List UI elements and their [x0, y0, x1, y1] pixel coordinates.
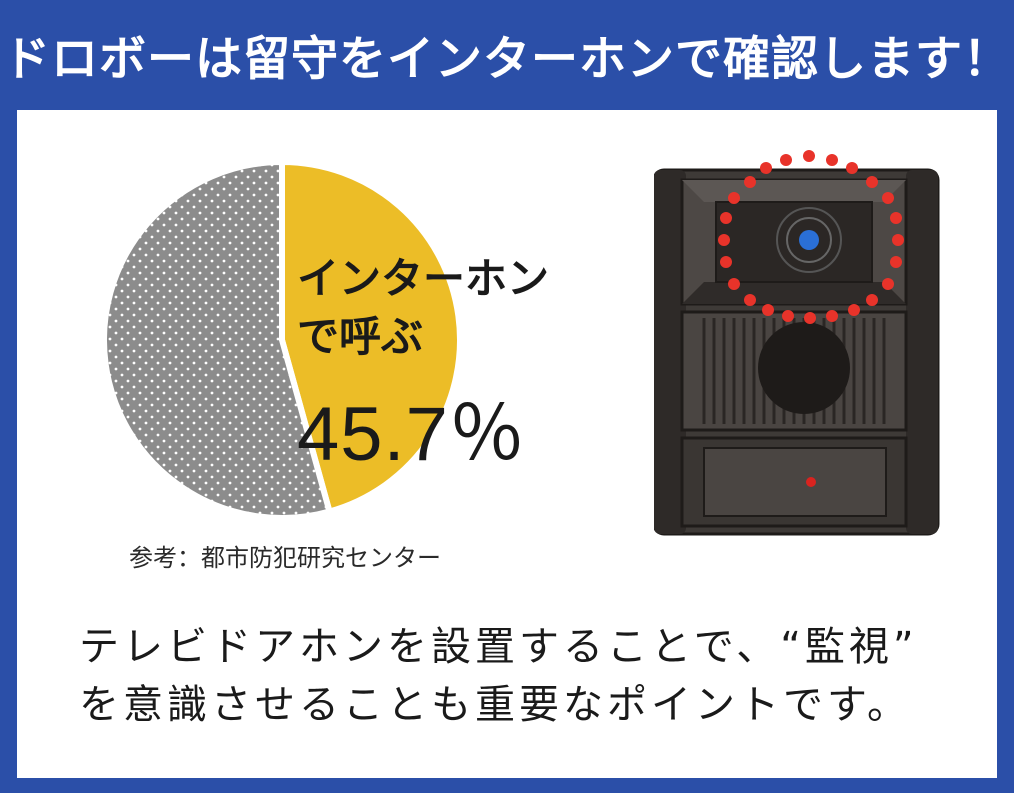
- source-note: 参考：都市防犯研究センター: [129, 544, 441, 572]
- content-panel: インターホン で呼ぶ 45.7％ 参考：都市防犯研究センター: [17, 110, 997, 778]
- call-button-led: [806, 477, 816, 487]
- pie-label-line1: インターホン: [297, 254, 550, 303]
- caption: テレビドアホンを設置することで、“監視” を意識させることも重要なポイントです。: [79, 618, 979, 734]
- call-button: [703, 447, 887, 517]
- pie-label-line2: で呼ぶ: [297, 312, 424, 361]
- pie-label-value: 45.7％: [297, 392, 526, 477]
- video-intercom-icon: [654, 150, 940, 536]
- pie-slice-other: [101, 158, 334, 521]
- pie-chart: [101, 158, 463, 521]
- pie-slice-intercom: [279, 158, 463, 516]
- camera-lens: [799, 230, 819, 250]
- caption-line1: テレビドアホンを設置することで、“監視”: [79, 624, 918, 670]
- pie-label: インターホン で呼ぶ 45.7％: [297, 250, 549, 482]
- header-title: ドロボーは留守をインターホンで確認します！: [3, 31, 1011, 87]
- camera-highlight-dots: [718, 150, 904, 324]
- speaker-grille: [758, 322, 850, 414]
- header-bar: ドロボーは留守をインターホンで確認します！: [0, 0, 1014, 108]
- caption-line2: を意識させることも重要なポイントです。: [79, 682, 911, 728]
